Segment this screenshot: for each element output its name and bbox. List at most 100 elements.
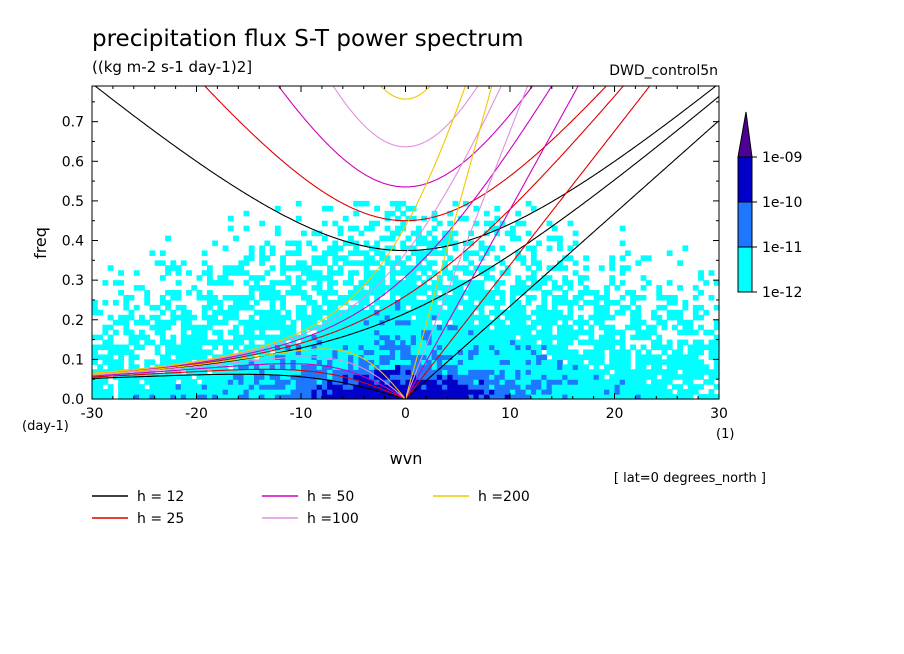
spectral-cell [442, 329, 448, 336]
spectral-cell [462, 215, 469, 222]
chart-title: precipitation flux S-T power spectrum [92, 26, 524, 52]
spectral-cell [692, 349, 699, 356]
spectral-cell [405, 265, 412, 271]
spectral-cell [656, 339, 663, 346]
spectral-cell [154, 394, 161, 400]
spectral-cell [614, 384, 621, 390]
spectral-cell [515, 379, 522, 385]
spectral-cell [368, 255, 375, 261]
spectral-cell [624, 379, 631, 385]
spectral-cell [473, 285, 480, 291]
spectral-cell [405, 359, 412, 365]
spectral-cell [577, 374, 584, 380]
spectral-cell [478, 364, 485, 370]
spectral-cell [321, 354, 328, 360]
spectral-cell [316, 270, 323, 276]
spectral-cell [405, 255, 412, 261]
spectral-cell [447, 389, 454, 395]
spectral-cell [457, 349, 464, 356]
spectral-cell [363, 309, 370, 316]
spectral-cell [107, 339, 114, 346]
spectral-cell [536, 344, 542, 351]
spectral-cell [290, 394, 297, 400]
spectral-cell [290, 250, 297, 256]
spectral-cell [431, 250, 438, 256]
spectral-cell [478, 359, 485, 365]
spectral-cell [541, 290, 548, 296]
spectral-cell [593, 304, 600, 311]
spectral-cell [348, 235, 354, 242]
spectral-cell [421, 344, 427, 351]
spectral-cell [128, 339, 135, 346]
spectral-cell [593, 349, 600, 356]
spectral-cell [452, 290, 459, 296]
spectral-cell [494, 215, 501, 222]
spectral-cell [708, 394, 715, 400]
spectral-cell [651, 374, 657, 380]
spectral-cell [405, 235, 412, 242]
spectral-cell [405, 354, 412, 360]
spectral-cell [363, 359, 370, 365]
y-tick-label: 0.2 [62, 313, 84, 329]
spectral-cell [666, 359, 673, 365]
spectral-cell [342, 314, 349, 321]
spectral-cell [384, 384, 391, 390]
spectral-cell [530, 394, 537, 400]
spectral-cell [426, 265, 433, 271]
spectral-cell [421, 290, 427, 296]
spectral-cell [248, 339, 255, 346]
spectral-cell [206, 294, 213, 301]
spectral-cell [274, 364, 281, 370]
spectral-cell [557, 329, 563, 336]
spectral-cell [421, 270, 427, 276]
spectral-cell [253, 349, 260, 356]
spectral-cell [525, 344, 532, 351]
spectral-cell [206, 314, 213, 321]
spectral-cell [123, 389, 130, 395]
spectral-cell [274, 354, 281, 360]
spectral-cell [687, 364, 694, 370]
spectral-cell [389, 200, 396, 207]
spectral-cell [504, 324, 511, 331]
spectral-cell [384, 235, 391, 242]
spectral-cell [389, 374, 396, 380]
spectral-cell [410, 275, 417, 281]
spectral-cell [332, 334, 339, 341]
spectral-cell [630, 299, 636, 306]
spectral-cell [431, 384, 438, 390]
spectral-cell [259, 394, 266, 400]
spectral-cell [515, 255, 522, 261]
spectral-cell [348, 334, 354, 341]
spectral-cell [640, 255, 647, 261]
spectral-cell [442, 235, 448, 242]
spectral-cell [462, 354, 469, 360]
spectral-cell [321, 389, 328, 395]
spectral-cell [442, 245, 448, 252]
spectral-cell [389, 270, 396, 276]
spectral-cell [551, 369, 558, 375]
spectral-cell [243, 319, 250, 326]
spectral-cell [259, 314, 266, 321]
spectral-cell [395, 205, 401, 212]
spectral-cell [374, 364, 380, 370]
spectral-cell [379, 235, 386, 242]
spectral-cell [609, 344, 616, 351]
spectral-cell [473, 290, 480, 296]
spectral-cell [452, 319, 459, 326]
spectral-cell [337, 245, 344, 252]
spectral-cell [227, 225, 234, 232]
spectral-cell [530, 369, 537, 375]
spectral-cell [180, 260, 187, 266]
spectral-cell [97, 354, 104, 360]
spectral-cell [348, 379, 354, 385]
spectral-cell [489, 299, 495, 306]
spectral-cell [478, 280, 485, 286]
spectral-cell [311, 339, 318, 346]
spectral-cell [692, 294, 699, 301]
spectral-cell [462, 265, 469, 271]
spectral-cell [640, 369, 647, 375]
spectral-cell [306, 394, 313, 400]
spectral-cell [588, 374, 595, 380]
spectral-cell [227, 374, 234, 380]
spectral-cell [118, 314, 124, 321]
